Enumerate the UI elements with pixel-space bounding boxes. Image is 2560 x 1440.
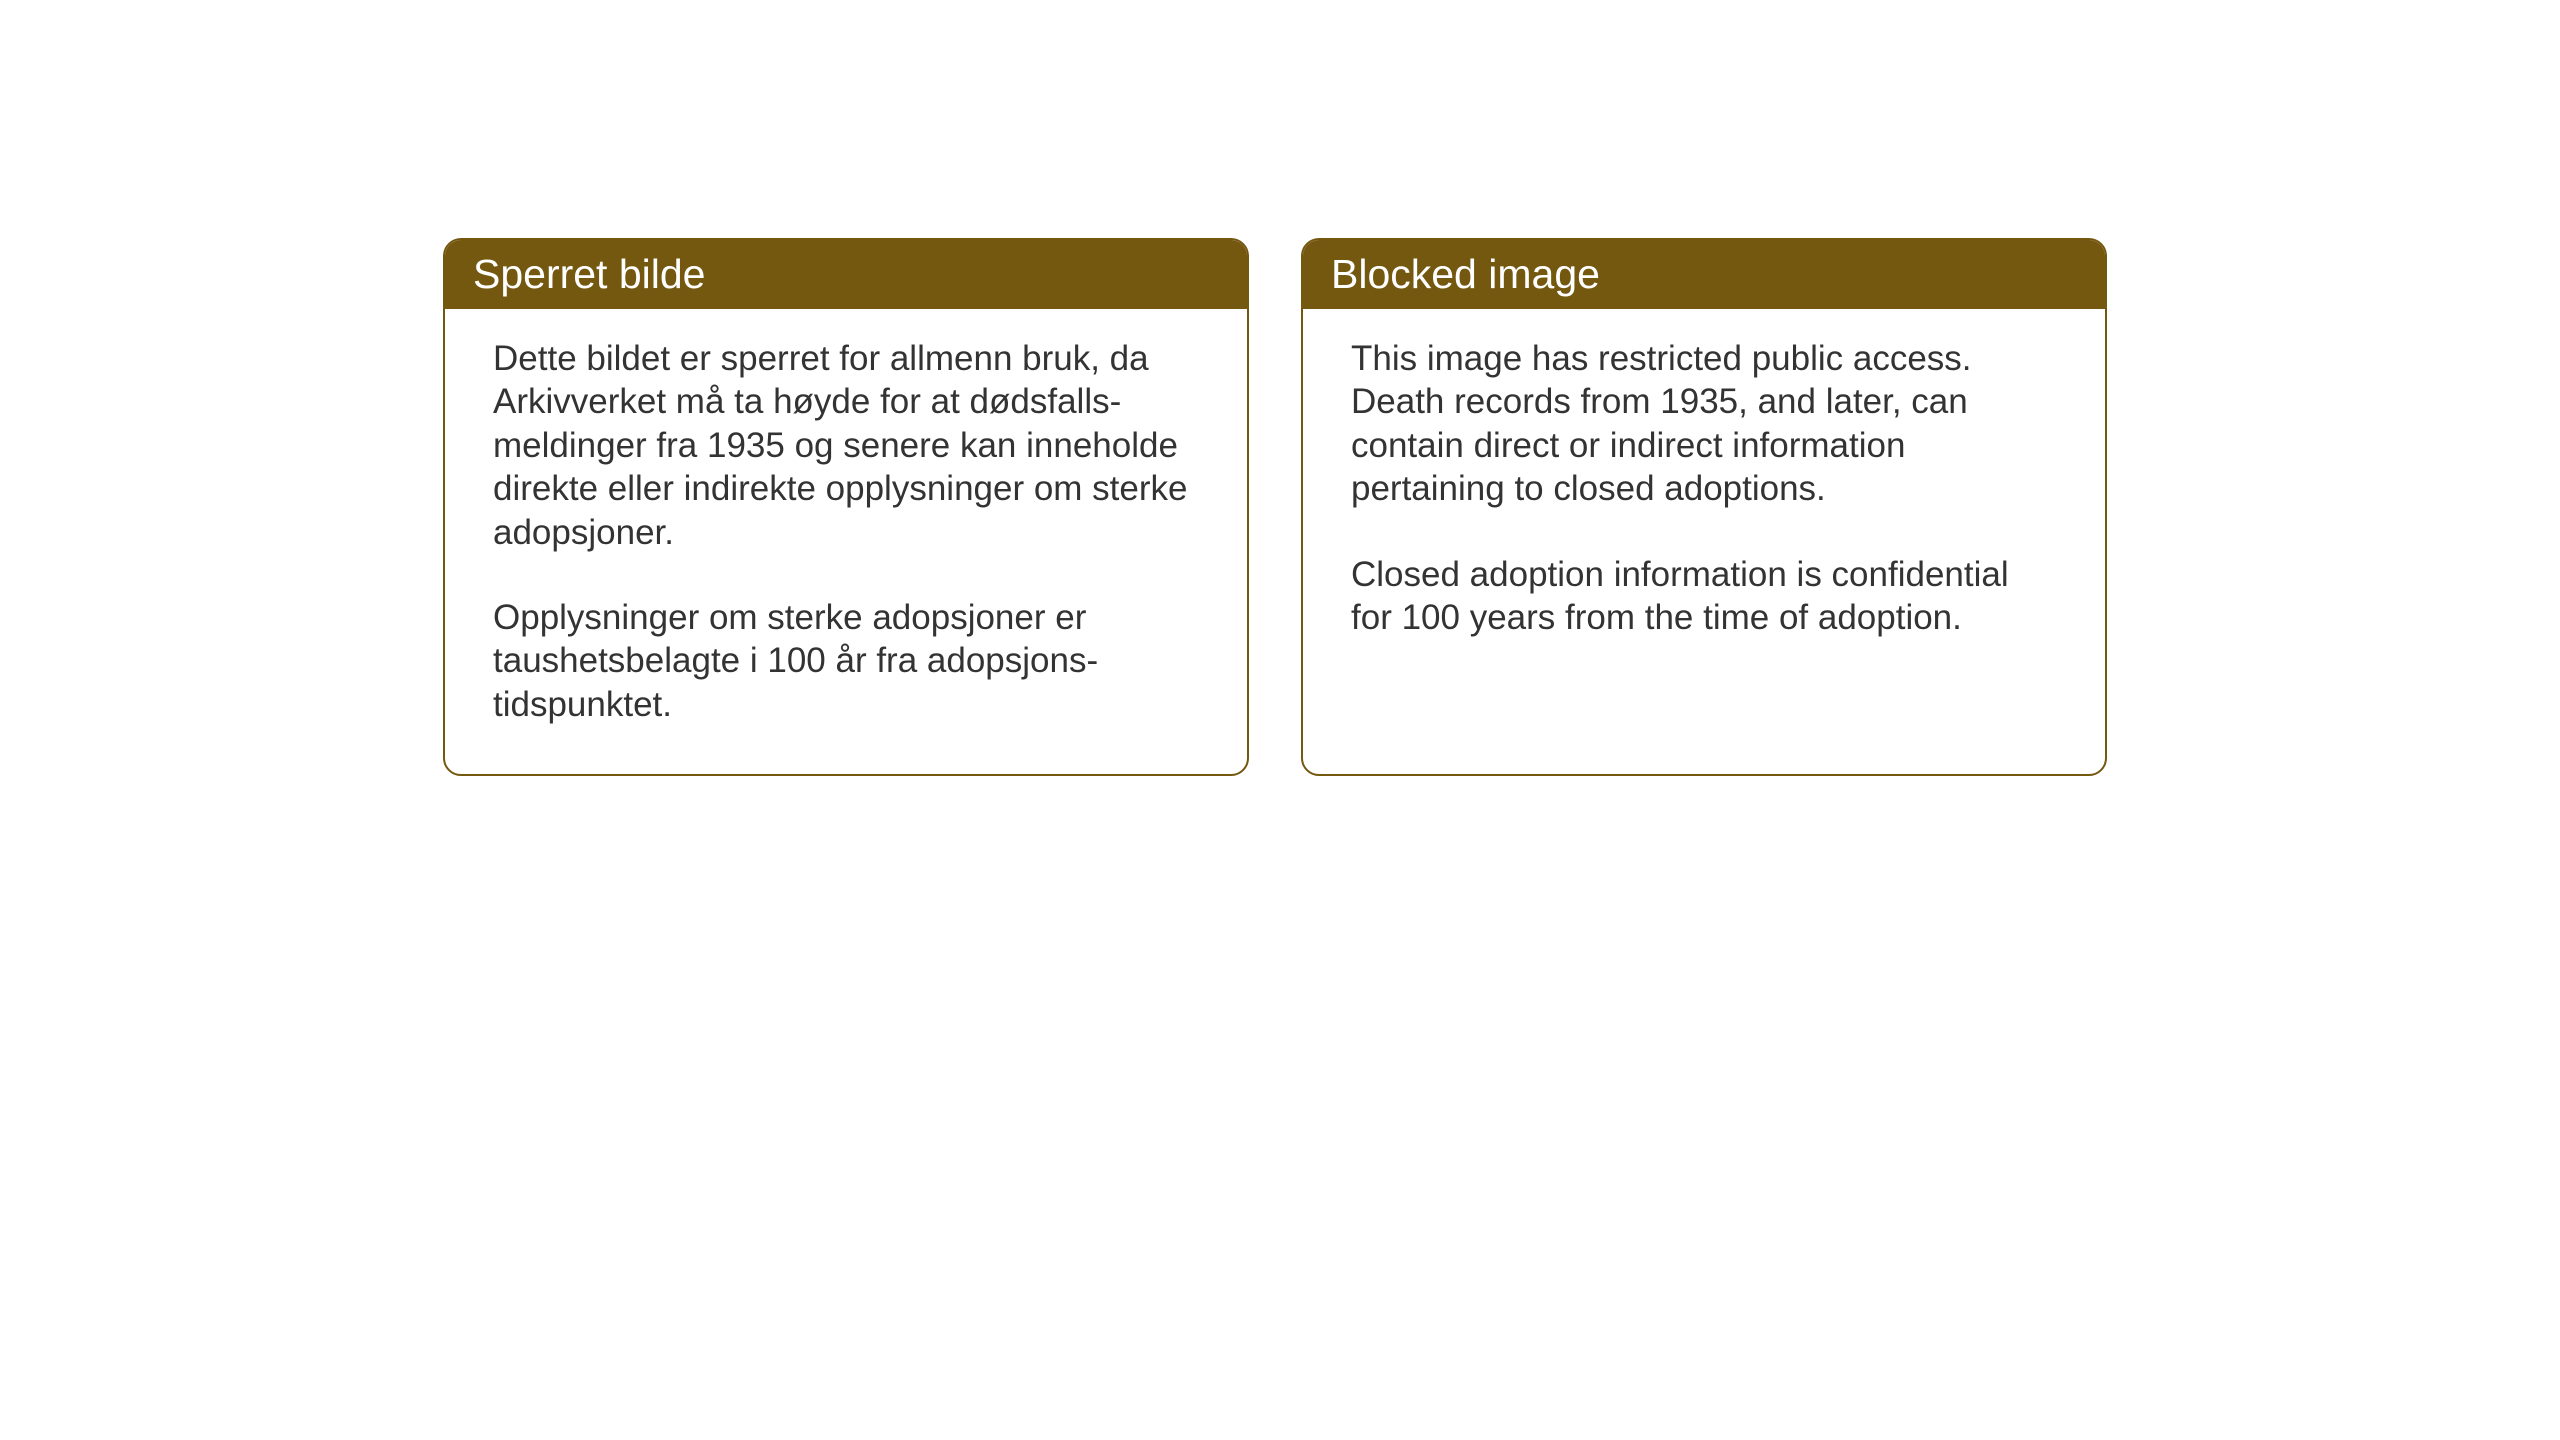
cards-container: Sperret bilde Dette bildet er sperret fo… bbox=[443, 238, 2107, 776]
norwegian-card-header: Sperret bilde bbox=[445, 240, 1247, 309]
norwegian-card-title: Sperret bilde bbox=[473, 251, 705, 297]
english-paragraph-2: Closed adoption information is confident… bbox=[1351, 553, 2057, 640]
english-paragraph-1: This image has restricted public access.… bbox=[1351, 337, 2057, 511]
norwegian-card-body: Dette bildet er sperret for allmenn bruk… bbox=[445, 309, 1247, 774]
norwegian-paragraph-2: Opplysninger om sterke adopsjoner er tau… bbox=[493, 596, 1199, 726]
english-card-header: Blocked image bbox=[1303, 240, 2105, 309]
norwegian-paragraph-1: Dette bildet er sperret for allmenn bruk… bbox=[493, 337, 1199, 554]
norwegian-card: Sperret bilde Dette bildet er sperret fo… bbox=[443, 238, 1249, 776]
english-card-body: This image has restricted public access.… bbox=[1303, 309, 2105, 687]
english-card-title: Blocked image bbox=[1331, 251, 1600, 297]
english-card: Blocked image This image has restricted … bbox=[1301, 238, 2107, 776]
